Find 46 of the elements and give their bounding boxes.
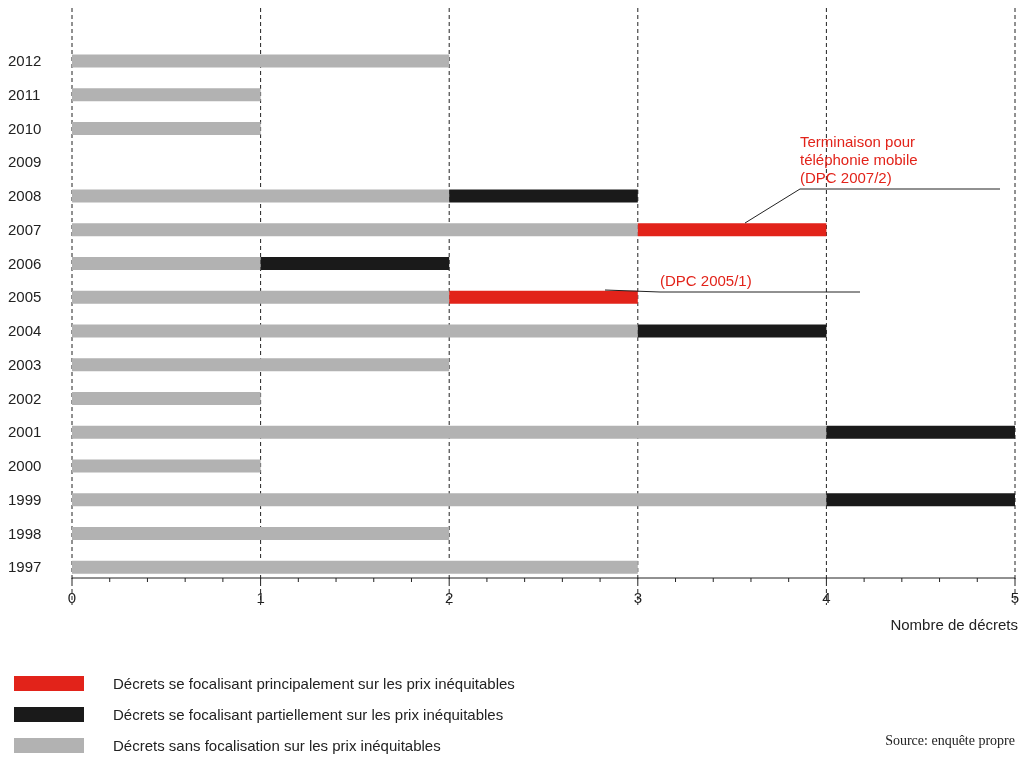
bar — [72, 459, 261, 473]
x-tick-label: 4 — [822, 589, 831, 606]
y-tick-label: 2006 — [8, 254, 42, 272]
y-tick-label: 2009 — [8, 153, 42, 171]
bar — [72, 493, 827, 507]
legend-label: Décrets se focalisant partiellement sur les prix inéquitables — [113, 706, 504, 723]
y-tick-label: 2001 — [8, 423, 42, 441]
x-tick-label: 0 — [67, 589, 77, 606]
bar — [72, 392, 261, 405]
bar — [72, 425, 827, 439]
bar — [72, 189, 450, 203]
legend-label: Décrets se focalisant principalement sur les prix inéquitables — [113, 675, 515, 692]
annotation: Terminaison pour téléphonie mobile (DPC 2007/2) — [800, 133, 918, 186]
y-tick-label: 2000 — [8, 457, 42, 474]
y-tick-label: 2003 — [8, 355, 42, 373]
bar — [72, 257, 261, 270]
y-tick-label: 2005 — [8, 288, 42, 306]
bar — [72, 324, 638, 338]
y-tick-label: 2008 — [8, 187, 42, 204]
bar — [72, 560, 638, 574]
legend-label: Décrets sans focalisation sur les prix inéquitables — [113, 737, 441, 754]
y-tick-label: 1999 — [8, 490, 42, 508]
bar — [72, 122, 261, 135]
y-tick-label: 2011 — [8, 85, 41, 103]
y-tick-label: 2007 — [8, 220, 42, 238]
source-note: Source: enquête propre — [885, 733, 1015, 748]
x-tick-label: 1 — [256, 589, 265, 606]
bar — [72, 527, 450, 540]
bar — [72, 54, 450, 68]
y-tick-label: 2004 — [8, 322, 42, 339]
bar — [72, 358, 450, 372]
y-tick-label: 2012 — [8, 52, 42, 69]
annotation: (DPC 2005/1) — [660, 272, 752, 289]
y-tick-label: 2002 — [8, 389, 42, 407]
y-tick-label: 2010 — [8, 119, 42, 137]
bar — [72, 290, 450, 304]
y-tick-label: 1997 — [8, 558, 42, 576]
x-axis-title: Nombre de décrets — [890, 616, 1018, 633]
x-tick-label: 5 — [1010, 589, 1020, 606]
bar — [72, 223, 638, 237]
x-tick-label: 2 — [445, 589, 454, 606]
x-tick-label: 3 — [633, 589, 642, 606]
bar — [637, 223, 827, 237]
bar — [449, 290, 638, 304]
y-tick-label: 1998 — [8, 524, 42, 542]
bar — [72, 88, 261, 102]
